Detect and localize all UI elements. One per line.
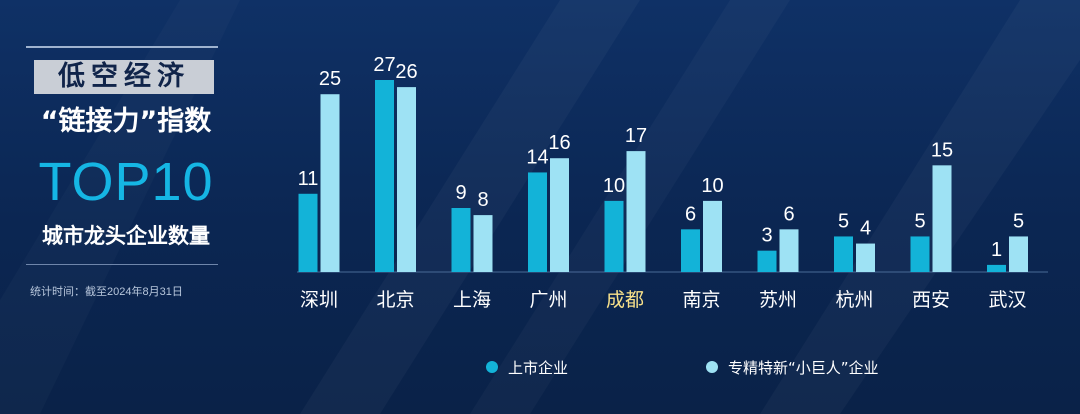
bar-listed-2 (451, 208, 471, 272)
bar-giant-8 (932, 165, 952, 272)
data-label-giant-7: 4 (860, 218, 871, 240)
data-label-listed-2: 9 (455, 182, 466, 204)
bar-giant-0 (320, 94, 340, 272)
bar-giant-5 (703, 200, 722, 272)
category-label-9: 武汉 (988, 289, 1026, 311)
bar-giant-7 (856, 243, 875, 272)
data-label-listed-1: 27 (373, 54, 395, 76)
category-label-8: 西安 (912, 289, 950, 311)
stat-date-note: 统计时间：截至2024年8月31日 (30, 286, 183, 298)
data-label-giant-8: 15 (931, 139, 953, 161)
category-label-4: 成都 (606, 289, 644, 311)
data-label-listed-0: 11 (298, 168, 319, 190)
legend-item-listed: 上市企业 (486, 355, 568, 379)
data-label-listed-3: 14 (526, 146, 548, 168)
bar-giant-2 (473, 215, 493, 272)
data-label-giant-6: 6 (783, 203, 794, 225)
bar-listed-6 (757, 250, 777, 272)
data-label-giant-2: 8 (477, 189, 488, 211)
panel-top-divider (26, 46, 218, 48)
data-label-giant-9: 5 (1013, 210, 1024, 232)
data-label-listed-7: 5 (838, 210, 849, 232)
data-label-listed-4: 10 (603, 175, 625, 197)
panel-subtitle: “链接力”指数 (40, 106, 212, 137)
category-label-3: 广州 (529, 289, 567, 311)
data-label-listed-5: 6 (685, 203, 696, 225)
data-label-giant-0: 25 (319, 68, 341, 90)
bar-listed-1 (375, 80, 394, 272)
bar-giant-1 (397, 87, 416, 272)
data-label-listed-9: 1 (991, 239, 1002, 261)
bar-giant-9 (1009, 236, 1028, 272)
data-label-listed-6: 3 (761, 225, 772, 247)
category-label-6: 苏州 (759, 289, 797, 311)
bar-listed-3 (528, 172, 547, 272)
legend-swatch-giant (706, 361, 718, 373)
bar-listed-5 (681, 229, 700, 272)
bar-listed-4 (604, 200, 624, 272)
category-label-1: 北京 (376, 289, 414, 311)
panel-metric-label: 城市龙头企业数量 (42, 224, 210, 248)
panel-bottom-divider (26, 264, 218, 265)
bar-giant-3 (550, 158, 569, 272)
data-label-giant-3: 16 (548, 132, 570, 154)
legend-swatch-listed (486, 361, 498, 373)
legend-item-giant: 专精特新“小巨人”企业 (706, 355, 879, 379)
bar-giant-6 (779, 229, 799, 272)
data-label-listed-8: 5 (914, 210, 925, 232)
data-label-giant-4: 17 (625, 125, 647, 147)
panel-rank-label: TOP10 (38, 152, 214, 212)
category-label-2: 上海 (453, 289, 491, 311)
bar-listed-9 (987, 264, 1006, 272)
bar-giant-4 (626, 151, 646, 272)
category-label-5: 南京 (682, 289, 720, 311)
data-label-giant-5: 10 (701, 175, 723, 197)
data-label-giant-1: 26 (395, 61, 417, 83)
category-label-0: 深圳 (300, 289, 338, 311)
legend-label-giant: 专精特新“小巨人”企业 (728, 358, 879, 377)
bar-listed-0 (298, 193, 318, 272)
category-label-7: 杭州 (835, 289, 873, 311)
panel-title: 低空经济 (34, 60, 214, 94)
bar-listed-8 (910, 236, 930, 272)
legend-label-listed: 上市企业 (508, 358, 569, 377)
bar-listed-7 (834, 236, 853, 272)
